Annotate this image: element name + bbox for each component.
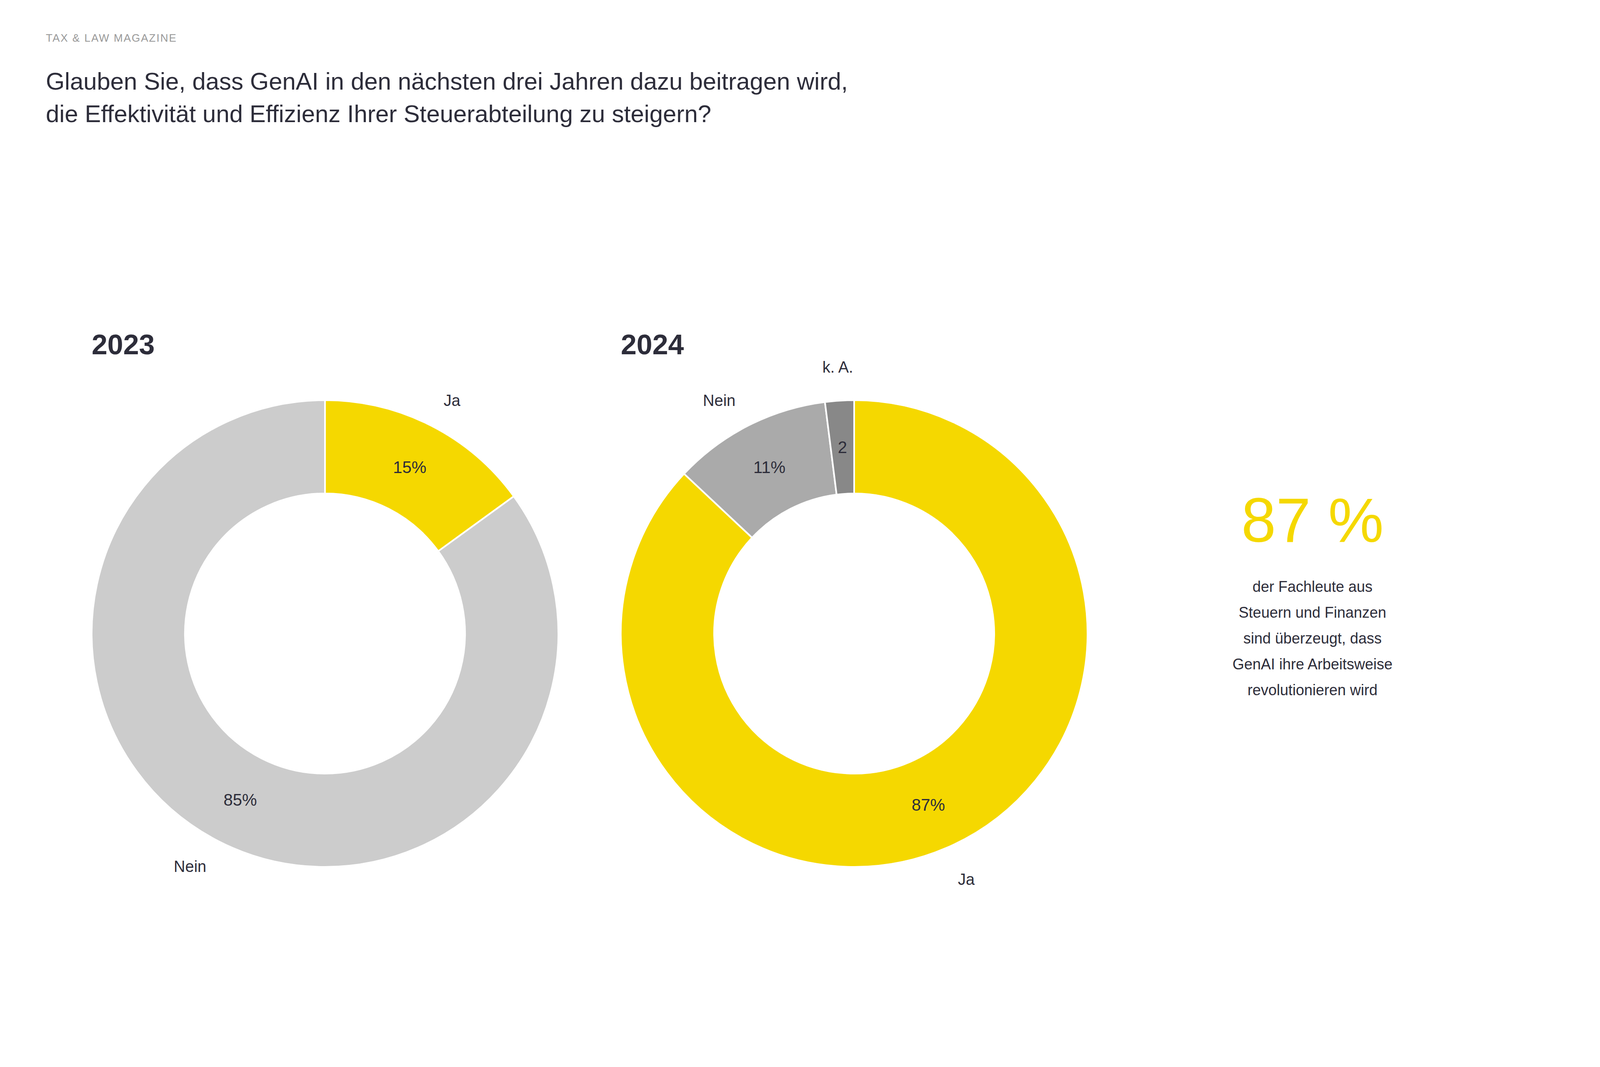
stat-description: GenAI ihre Arbeitsweise	[1232, 655, 1393, 673]
stat-description: Steuern und Finanzen	[1238, 603, 1387, 621]
category-label: Nein	[173, 857, 207, 875]
labels: 87% Ja 11% Nein 2 k. A.	[702, 358, 975, 888]
chart-root: TAX & LAW MAGAZINE Glauben Sie, dass GenA…	[0, 0, 1600, 1067]
category-label: k. A.	[822, 358, 854, 376]
title: Glauben Sie, dass GenAI in den nächsten …	[45, 67, 848, 95]
data-label: 87%	[911, 795, 945, 814]
background	[0, 0, 1600, 1067]
stat-value: 87 %	[1241, 485, 1384, 555]
data-label: 2	[837, 437, 848, 457]
labels: 15% Ja 85% Nein	[173, 391, 461, 875]
slices	[620, 400, 1088, 867]
stat-description: sind überzeugt, dass	[1243, 629, 1382, 647]
category-label: Ja	[957, 870, 975, 888]
donut-slice	[684, 401, 837, 538]
category-label: Nein	[702, 391, 736, 410]
stat-description: der Fachleute aus	[1252, 577, 1373, 595]
data-label: 15%	[392, 457, 427, 477]
slices	[91, 400, 559, 867]
title: die Effektivität und Effizienz Ihrer Ste…	[45, 100, 712, 128]
donut-slice	[620, 400, 1088, 867]
donut-chart: 2023 15% Ja 85% Nein	[91, 328, 559, 875]
donut-slice	[825, 400, 855, 495]
chart-title: 2023	[91, 328, 155, 360]
category-label: Ja	[443, 391, 461, 410]
data-label: 85%	[223, 790, 258, 809]
stat-description: revolutionieren wird	[1247, 681, 1378, 699]
donut-slice	[91, 400, 559, 867]
donut-chart: 2024 87% Ja 11% Nein 2 k. A.	[620, 328, 1088, 888]
chart-title: 2024	[620, 328, 684, 360]
header: TAX & LAW MAGAZINE	[45, 31, 178, 45]
data-label: 11%	[753, 457, 786, 477]
